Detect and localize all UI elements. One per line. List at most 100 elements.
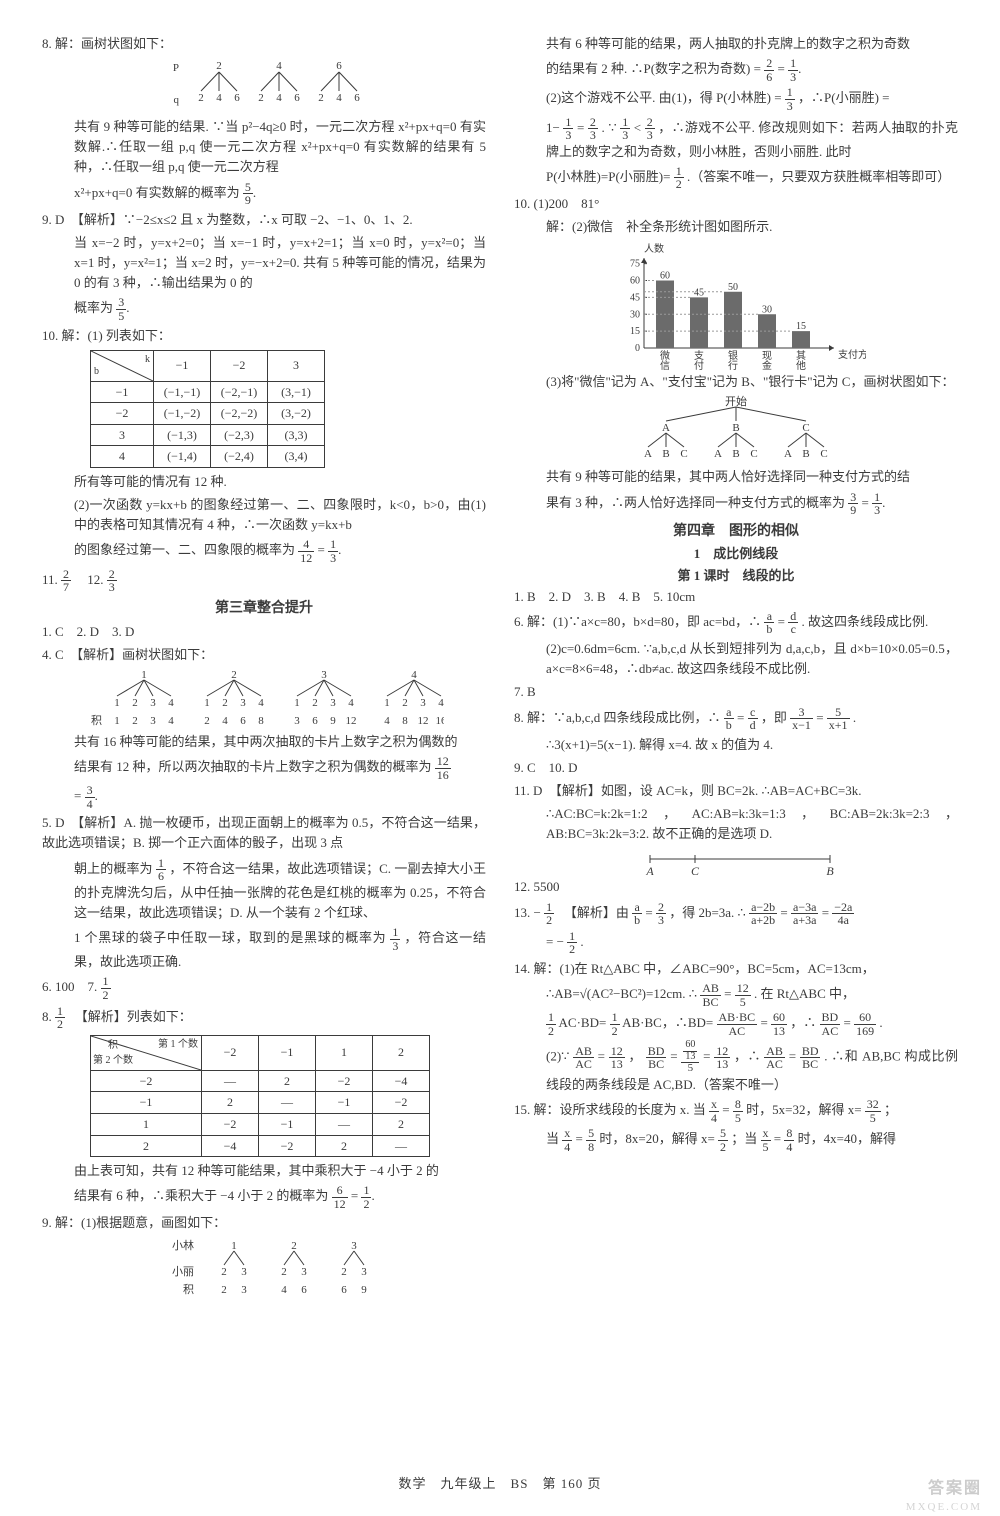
svg-text:4: 4 (276, 92, 282, 104)
svg-text:6: 6 (312, 715, 318, 727)
c4-q11-head: 11. D 【解析】如图，设 AC=k，则 BC=2k. ∴AB=AC+BC=3… (514, 781, 958, 801)
s3-q6-7: 6. 100 7. 12 (42, 975, 486, 1001)
svg-text:3: 3 (150, 715, 156, 727)
svg-text:2: 2 (402, 697, 408, 709)
s3-q9-head: 9. 解：(1)根据题意，画图如下： (42, 1213, 486, 1233)
r-q10-head: 10. (1)200 81° (514, 194, 958, 214)
svg-text:B: B (802, 448, 809, 460)
c4-q6: 6. 解：(1)∵a×c=80，b×d=80，即 ac=bd，∴ ab = dc… (514, 610, 958, 636)
c4-q14-l1: 14. 解：(1)在 Rt△ABC 中，∠ABC=90°，BC=5cm，AC=1… (514, 959, 958, 979)
svg-text:P: P (173, 62, 179, 74)
svg-text:B: B (826, 864, 834, 875)
c4-q8-l2: ∴3(x+1)=5(x−1). 解得 x=4. 故 x 的值为 4. (514, 735, 958, 755)
svg-text:开始: 开始 (725, 395, 747, 408)
svg-text:C: C (820, 448, 827, 460)
c4-q9-10: 9. C 10. D (514, 758, 958, 778)
svg-text:q: q (174, 94, 180, 106)
s3-q4-l1: 共有 16 种等可能的结果，其中两次抽取的卡片上数字之积为偶数的 (42, 732, 486, 752)
svg-text:C: C (802, 422, 809, 434)
svg-text:15: 15 (630, 326, 640, 337)
svg-text:B: B (732, 448, 739, 460)
q10-table: kb−1−23−1(−1,−1)(−2,−1)(3,−1)−2(−1,−2)(−… (90, 350, 325, 468)
q9-head: 9. D 【解析】∵−2≤x≤2 且 x 为整数，∴x 可取 −2、−1、0、1… (42, 210, 486, 230)
svg-text:3: 3 (150, 697, 156, 709)
chapter-4-sub1: 1 成比例线段 (514, 544, 958, 564)
tree-diagram-10: 开始AABCBABCCABC (606, 395, 866, 465)
svg-text:3: 3 (361, 1266, 367, 1278)
svg-text:12: 12 (418, 715, 429, 727)
svg-text:2: 2 (231, 669, 237, 681)
svg-text:2: 2 (281, 1266, 287, 1278)
svg-text:16: 16 (436, 715, 445, 727)
svg-text:A: A (644, 448, 652, 460)
svg-text:9: 9 (330, 715, 336, 727)
svg-text:A: A (662, 422, 670, 434)
svg-text:4: 4 (336, 92, 342, 104)
svg-text:3: 3 (330, 697, 336, 709)
s3-q5-mid: 朝上的概率为 16 ，不符合这一结果，故此选项错误；C. 一副去掉大小王的扑克牌… (42, 857, 486, 923)
tree-diagram-8: Pq224642466246 (149, 57, 379, 115)
s3-q8-l2: 结果有 6 种，∴乘积大于 −4 小于 2 的概率为 612 = 12. (42, 1184, 486, 1210)
q10-l1: 所有等可能的情况有 12 种. (42, 472, 486, 492)
frac: 59 (243, 181, 253, 207)
svg-text:2: 2 (291, 1240, 297, 1252)
c4-q11-body: ∴AC:BC=k:2k=1:2，AC:AB=k:3k=1:3，BC:AB=2k:… (514, 804, 958, 844)
svg-text:行: 行 (728, 359, 738, 370)
q9-body: 当 x=−2 时，y=x+2=0；当 x=−1 时，y=x+2=1；当 x=0 … (42, 233, 486, 293)
svg-text:60: 60 (660, 271, 670, 282)
chapter-4-title: 第四章 图形的相似 (514, 521, 958, 543)
c4-q15-l2: 当 x4 = 58 时，8x=20，解得 x= 52 ；当 x5 = 84 时，… (514, 1127, 958, 1153)
svg-text:2: 2 (198, 92, 204, 104)
c4-q15: 15. 解：设所求线段的长度为 x. 当 x4 = 85 时，5x=32，解得 … (514, 1098, 958, 1124)
svg-text:3: 3 (240, 697, 246, 709)
s3-q8-l: 由上表可知，共有 12 种等可能结果，其中乘积大于 −4 小于 2 的 (42, 1161, 486, 1181)
q8-body: 共有 9 种等可能的结果. ∵当 p²−4q≥0 时，一元二次方程 x²+px+… (42, 117, 486, 177)
svg-text:8: 8 (402, 715, 408, 727)
left-column: 8. 解：画树状图如下： Pq224642466246 共有 9 种等可能的结果… (42, 34, 486, 1462)
svg-text:6: 6 (354, 92, 360, 104)
right-column: 共有 6 种等可能的结果，两人抽取的扑克牌上的数字之积为奇数 的结果有 2 种.… (514, 34, 958, 1462)
chapter-4-sub2: 第 1 课时 线段的比 (514, 566, 958, 586)
svg-text:他: 他 (796, 359, 806, 370)
svg-text:45: 45 (694, 288, 704, 299)
svg-text:6: 6 (336, 60, 342, 72)
tree-diagram-4: 积111223344212243648313263941241428312416 (84, 668, 444, 730)
c4-q13: 13. − 12 【解析】由 ab = 23 ，得 2b=3a. ∴ a−2ba… (514, 901, 958, 927)
r-q10-2: 解：(2)微信 补全条形统计图如图所示. (514, 217, 958, 237)
svg-text:信: 信 (660, 360, 670, 370)
q9-tail: 概率为 35. (42, 296, 486, 322)
svg-text:3: 3 (294, 715, 300, 727)
svg-text:2: 2 (204, 715, 210, 727)
r-q10-3a: (3)将"微信"记为 A、"支付宝"记为 B、"银行卡"记为 C，画树状图如下： (514, 372, 958, 392)
svg-text:B: B (662, 448, 669, 460)
tree-diagram-9: 小林小丽积122332243632639 (134, 1237, 394, 1299)
svg-text:15: 15 (796, 321, 806, 332)
svg-text:2: 2 (341, 1266, 347, 1278)
c4-q13-l2: = − 12 . (514, 930, 958, 956)
c4-q6-l2: (2)c=0.6dm=6cm. ∵a,b,c,d 从长到短排列为 d,a,c,b… (514, 639, 958, 679)
q8-last: x²+px+q=0 有实数解的概率为 59. (42, 181, 486, 207)
svg-text:50: 50 (728, 282, 738, 293)
c4-q12: 12. 5500 (514, 877, 958, 897)
svg-text:6: 6 (234, 92, 240, 104)
c4-q7: 7. B (514, 682, 958, 702)
svg-text:支付方式: 支付方式 (838, 348, 866, 361)
svg-text:4: 4 (438, 697, 444, 709)
watermark-sub: MXQE.COM (906, 1499, 982, 1516)
svg-text:0: 0 (635, 343, 640, 354)
svg-text:C: C (691, 864, 700, 875)
q11-12: 11. 27 12. 23 (42, 568, 486, 594)
svg-text:1: 1 (114, 697, 120, 709)
svg-text:6: 6 (240, 715, 246, 727)
svg-text:小丽: 小丽 (172, 1265, 194, 1278)
svg-text:12: 12 (346, 715, 357, 727)
q8-intro: 8. 解：画树状图如下： (42, 34, 486, 54)
svg-text:2: 2 (221, 1284, 227, 1296)
svg-text:3: 3 (420, 697, 426, 709)
c4-q14-l4: (2)∵ ABAC = 1213 ， BDBC = 6013 5 = 1213 … (514, 1040, 958, 1095)
svg-text:4: 4 (411, 669, 417, 681)
svg-text:2: 2 (132, 697, 138, 709)
s3-q4-l2: 结果有 12 种，所以两次抽取的卡片上数字之积为偶数的概率为 1216 (42, 755, 486, 781)
svg-text:1: 1 (204, 697, 210, 709)
svg-text:4: 4 (168, 715, 174, 727)
